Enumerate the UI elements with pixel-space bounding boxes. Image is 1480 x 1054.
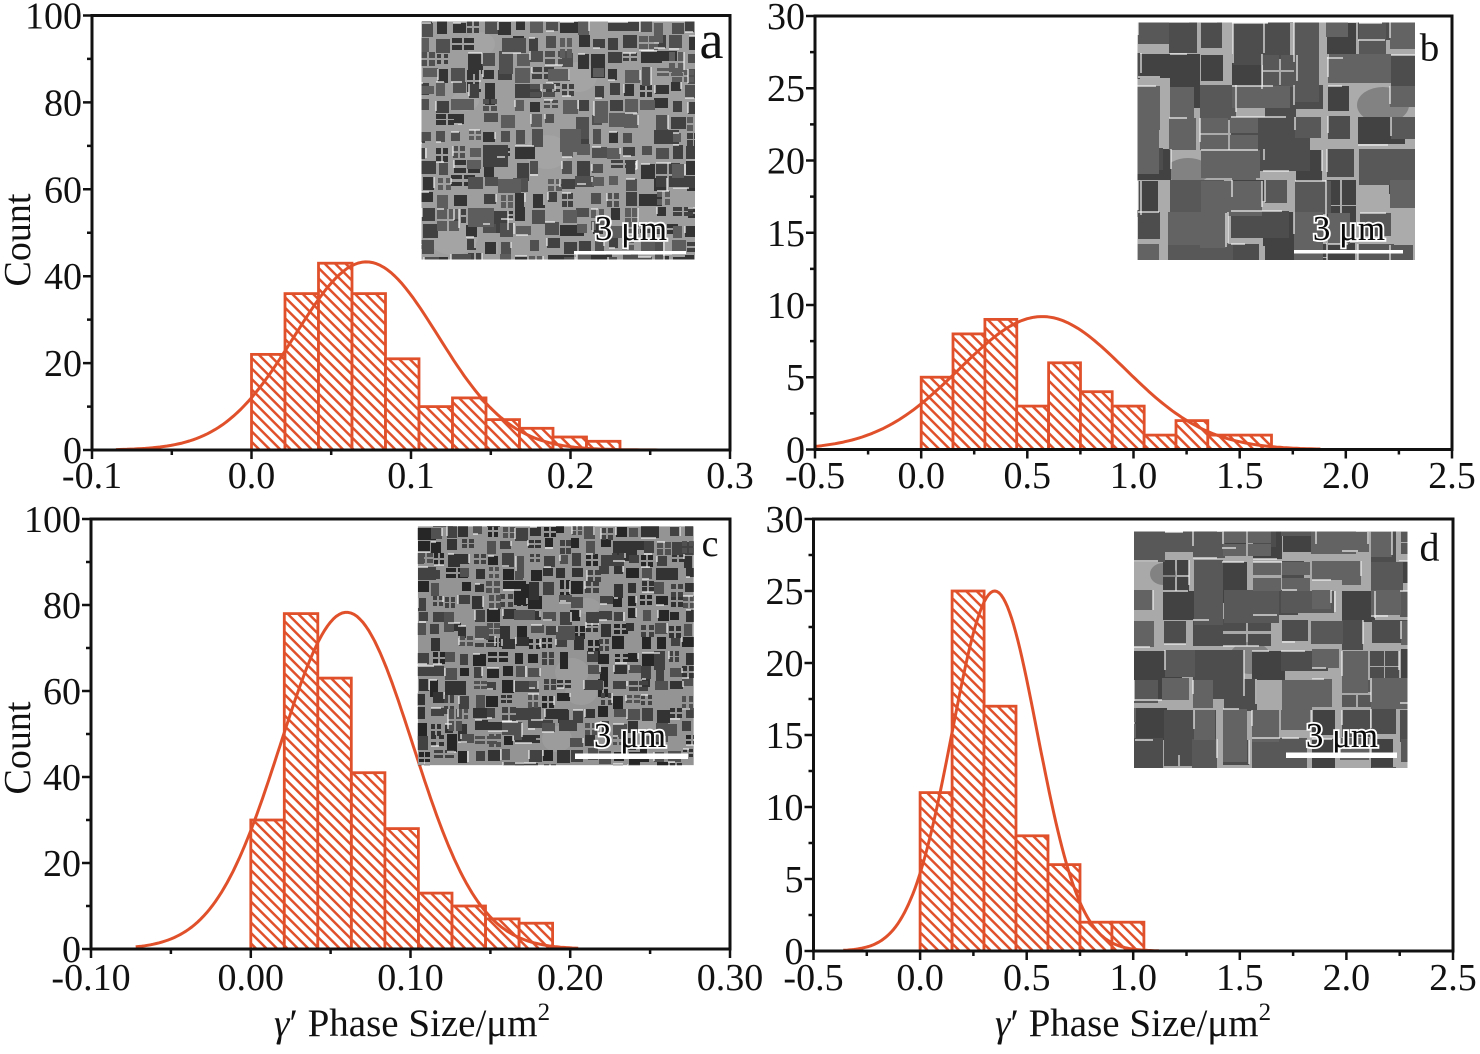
svg-text:0.0: 0.0 [897, 455, 945, 497]
svg-text:15: 15 [767, 213, 805, 255]
svg-text:1.5: 1.5 [1216, 455, 1264, 497]
svg-text:Count: Count [0, 701, 39, 794]
svg-text:2.0: 2.0 [1322, 455, 1370, 497]
svg-text:0.0: 0.0 [228, 455, 276, 497]
svg-text:10: 10 [766, 787, 804, 829]
svg-text:3 μm: 3 μm [1306, 716, 1378, 755]
svg-text:15: 15 [766, 715, 804, 757]
svg-text:3 μm: 3 μm [595, 209, 667, 248]
svg-text:0.3: 0.3 [706, 455, 754, 497]
svg-text:0.10: 0.10 [377, 957, 444, 999]
svg-text:5: 5 [785, 859, 804, 901]
svg-text:30: 30 [766, 499, 804, 541]
svg-text:1.5: 1.5 [1216, 957, 1264, 999]
svg-text:2.0: 2.0 [1323, 957, 1371, 999]
svg-text:b: b [1420, 27, 1440, 70]
svg-text:20: 20 [44, 343, 82, 385]
svg-text:2.5: 2.5 [1428, 455, 1476, 497]
svg-text:a: a [700, 10, 724, 70]
svg-text:0.30: 0.30 [697, 957, 764, 999]
svg-text:10: 10 [767, 285, 805, 327]
svg-text:100: 100 [24, 499, 81, 541]
svg-text:0.00: 0.00 [218, 957, 285, 999]
svg-text:c: c [702, 523, 719, 565]
svg-text:0.0: 0.0 [896, 957, 944, 999]
svg-text:1.0: 1.0 [1110, 455, 1158, 497]
svg-text:-0.5: -0.5 [785, 455, 845, 497]
svg-text:30: 30 [767, 0, 805, 38]
svg-text:20: 20 [43, 843, 81, 885]
svg-text:0.2: 0.2 [547, 455, 595, 497]
svg-text:1.0: 1.0 [1109, 957, 1157, 999]
svg-text:40: 40 [43, 757, 81, 799]
svg-text:0.20: 0.20 [537, 957, 604, 999]
svg-text:0: 0 [62, 929, 81, 971]
svg-text:γ′ Phase Size/μm2: γ′ Phase Size/μm2 [995, 999, 1271, 1045]
svg-text:-0.10: -0.10 [51, 957, 130, 999]
svg-text:40: 40 [44, 256, 82, 298]
svg-text:60: 60 [43, 671, 81, 713]
svg-text:20: 20 [767, 141, 805, 183]
svg-text:0: 0 [785, 931, 804, 973]
svg-text:γ′ Phase Size/μm2: γ′ Phase Size/μm2 [274, 999, 550, 1045]
svg-text:20: 20 [766, 643, 804, 685]
svg-text:-0.1: -0.1 [62, 455, 122, 497]
svg-text:0.1: 0.1 [387, 455, 435, 497]
svg-text:80: 80 [43, 585, 81, 627]
svg-text:3 μm: 3 μm [1313, 209, 1385, 248]
svg-text:100: 100 [25, 0, 82, 38]
svg-text:80: 80 [44, 82, 82, 124]
svg-text:5: 5 [786, 357, 805, 399]
svg-text:2.5: 2.5 [1429, 957, 1477, 999]
svg-text:-0.5: -0.5 [783, 957, 843, 999]
svg-text:25: 25 [767, 68, 805, 110]
svg-text:25: 25 [766, 571, 804, 613]
svg-text:0.5: 0.5 [1004, 455, 1052, 497]
svg-text:0: 0 [63, 430, 82, 472]
svg-text:60: 60 [44, 169, 82, 211]
svg-text:3 μm: 3 μm [594, 716, 666, 755]
svg-text:0: 0 [786, 430, 805, 472]
svg-text:0.5: 0.5 [1003, 957, 1051, 999]
svg-text:Count: Count [0, 193, 39, 286]
svg-text:d: d [1420, 525, 1440, 570]
